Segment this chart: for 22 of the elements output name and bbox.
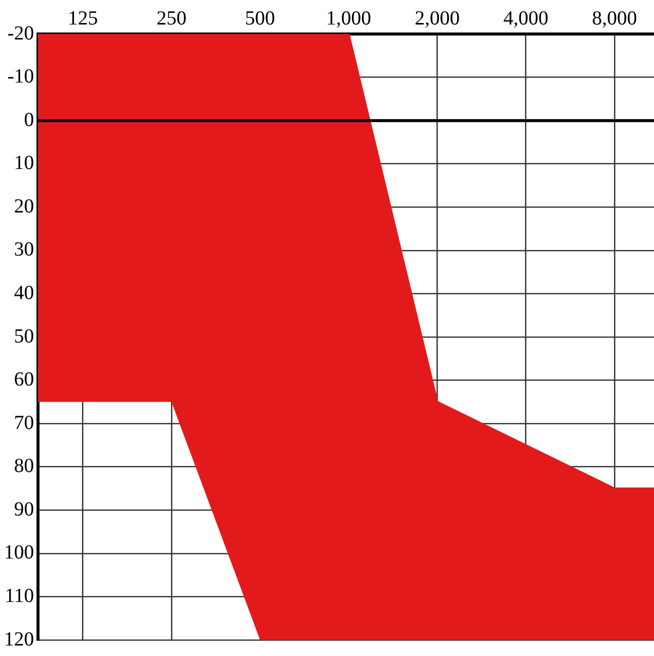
y-tick-label: 30	[14, 238, 34, 261]
x-tick-label: 4,000	[503, 7, 548, 30]
y-tick-label: 20	[14, 195, 34, 218]
y-tick-label: 40	[14, 282, 34, 304]
y-tick-label: -10	[7, 66, 34, 88]
y-tick-label: 0	[24, 108, 34, 131]
y-tick-label: 120	[4, 628, 34, 650]
x-tick-label: 8,000	[592, 7, 637, 30]
x-tick-label: 2,000	[414, 7, 460, 30]
y-tick-label: 100	[4, 542, 34, 564]
y-tick-label: 110	[4, 584, 34, 607]
x-tick-label: 250	[156, 7, 186, 30]
y-tick-label: 70	[14, 412, 34, 434]
x-tick-label: 1,000	[326, 7, 372, 30]
x-tick-label: 500	[245, 7, 276, 30]
y-tick-label: 10	[14, 152, 34, 174]
x-tick-label: 125	[68, 7, 98, 30]
y-tick-label: 50	[14, 325, 34, 348]
y-tick-label: -20	[7, 22, 34, 44]
y-tick-label: 80	[14, 455, 34, 478]
y-tick-label: 60	[14, 368, 34, 391]
y-tick-label: 90	[14, 498, 34, 520]
